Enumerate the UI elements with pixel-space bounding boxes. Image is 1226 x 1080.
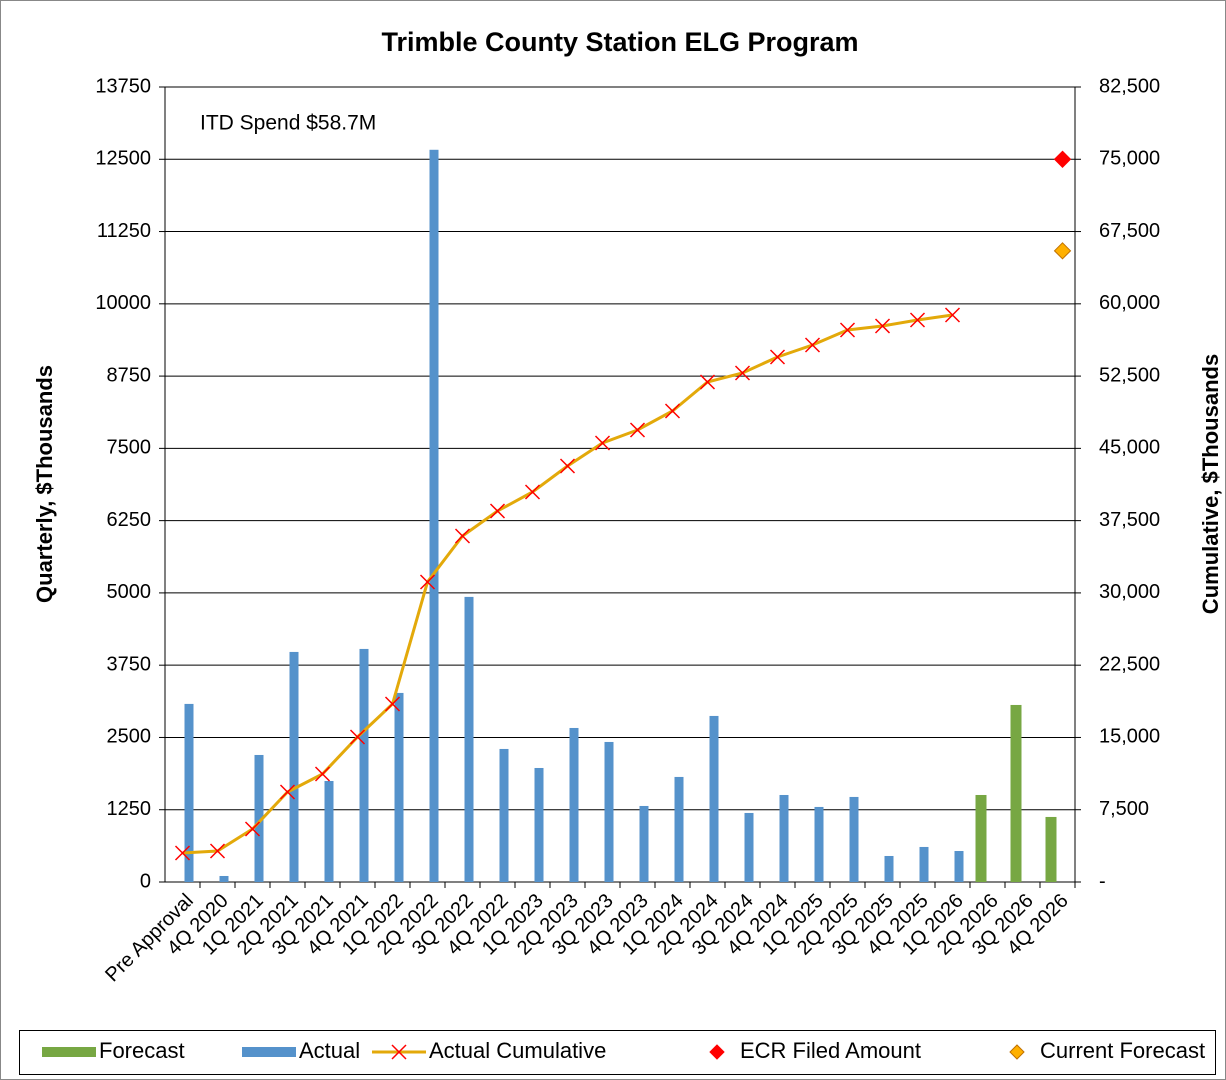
legend-label: ECR Filed Amount (740, 1038, 921, 1063)
line-marker (174, 845, 191, 861)
y2-tick-label: - (1099, 870, 1106, 892)
y-tick-label: 13750 (95, 75, 151, 97)
bar (1010, 704, 1022, 882)
line-marker (594, 435, 611, 451)
line-marker (279, 784, 296, 800)
legend-swatch (709, 1044, 725, 1060)
bar (394, 692, 404, 882)
line-marker (804, 337, 821, 353)
bar (744, 812, 754, 882)
line-marker (559, 458, 576, 474)
bar (359, 648, 369, 882)
y2-axis-label: Cumulative, $Thousands (1198, 354, 1223, 614)
legend-label: Current Forecast (1040, 1038, 1205, 1063)
line-marker (874, 318, 891, 334)
bar (184, 703, 194, 882)
y-tick-label: 7500 (107, 437, 152, 459)
scatter-point (1053, 150, 1072, 168)
scatter-point (1053, 242, 1072, 260)
y2-tick-label: 15,000 (1099, 726, 1160, 748)
bar (569, 727, 579, 882)
bar (779, 794, 789, 882)
y-tick-label: 10000 (95, 292, 151, 314)
bar (219, 875, 229, 882)
y-tick-label: 6250 (107, 509, 152, 531)
line-marker (244, 821, 261, 837)
y2-tick-label: 60,000 (1099, 292, 1160, 314)
line-marker (524, 484, 541, 500)
y-tick-label: 1250 (107, 798, 152, 820)
bar (289, 651, 299, 882)
y-axis-label: Quarterly, $Thousands (32, 365, 57, 603)
y2-tick-label: 75,000 (1099, 148, 1160, 170)
bar (534, 767, 544, 882)
line-marker (454, 528, 471, 544)
y2-tick-label: 7,500 (1099, 798, 1149, 820)
line-marker (769, 349, 786, 365)
line-marker (384, 696, 401, 712)
bar (709, 715, 719, 882)
y2-tick-label: 52,500 (1099, 364, 1160, 386)
line-marker (909, 312, 926, 328)
line-marker (839, 322, 856, 338)
bar (954, 851, 964, 882)
legend-swatch (391, 1044, 407, 1060)
bar (814, 806, 824, 882)
y2-tick-label: 67,500 (1099, 220, 1160, 242)
bar (499, 748, 509, 882)
y-tick-label: 5000 (107, 581, 152, 603)
line-marker (944, 307, 961, 323)
y-tick-label: 12500 (95, 148, 151, 170)
bar (1045, 816, 1057, 882)
bar (849, 796, 859, 882)
line-marker (419, 574, 436, 590)
bar (674, 776, 684, 882)
legend-label: Actual Cumulative (429, 1038, 606, 1063)
y2-tick-label: 22,500 (1099, 653, 1160, 675)
legend-swatch (242, 1047, 296, 1057)
line-marker (489, 503, 506, 519)
bar (975, 794, 987, 882)
legend-label: Actual (299, 1038, 360, 1063)
y-tick-label: 3750 (107, 653, 152, 675)
chart-title: Trimble County Station ELG Program (381, 27, 858, 57)
bar (639, 805, 649, 882)
bar (604, 741, 614, 882)
annotation: ITD Spend $58.7M (200, 112, 376, 135)
bar (254, 754, 264, 882)
line-marker (664, 403, 681, 419)
line-marker (209, 843, 226, 859)
line-marker (699, 374, 716, 390)
y2-tick-label: 30,000 (1099, 581, 1160, 603)
line-marker (349, 729, 366, 745)
legend-swatch (1009, 1044, 1025, 1060)
legend-swatch (42, 1047, 96, 1057)
legend-label: Forecast (99, 1038, 185, 1063)
y2-tick-label: 82,500 (1099, 75, 1160, 97)
bar (429, 149, 439, 883)
bar (464, 596, 474, 882)
line-marker (314, 766, 331, 782)
y-tick-label: 8750 (107, 364, 152, 386)
y2-tick-label: 45,000 (1099, 437, 1160, 459)
bar (324, 780, 334, 882)
y-tick-label: 2500 (107, 726, 152, 748)
y2-tick-label: 37,500 (1099, 509, 1160, 531)
line-marker (734, 365, 751, 381)
legend-box (19, 1030, 1216, 1075)
bar (919, 846, 929, 882)
y-tick-label: 0 (140, 870, 151, 892)
bar (884, 855, 894, 882)
y-tick-label: 11250 (97, 220, 151, 242)
line-marker (629, 422, 646, 438)
